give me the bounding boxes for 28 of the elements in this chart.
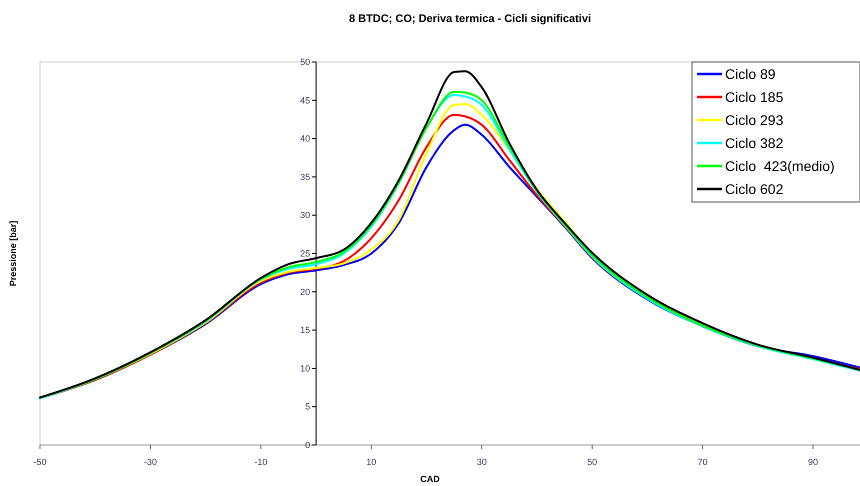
x-axis-title: CAD	[420, 474, 440, 484]
y-tick-label: 0	[305, 440, 310, 450]
y-tick-label: 50	[300, 57, 310, 67]
x-tick-label: -30	[144, 457, 157, 467]
legend-label: Ciclo 382	[725, 135, 784, 151]
y-axis-title: Pressione [bar]	[8, 220, 18, 286]
x-tick-label: -50	[33, 457, 47, 467]
x-tick-label: 10	[366, 457, 376, 467]
chart-title: 8 BTDC; CO; Deriva termica - Cicli significativi	[348, 13, 592, 25]
legend-label: Ciclo 423(medio)	[725, 158, 835, 174]
legend-label: Ciclo 185	[725, 89, 784, 105]
y-tick-label: 5	[305, 402, 310, 412]
x-tick-label: 50	[587, 457, 598, 467]
y-tick-label: 10	[300, 363, 310, 374]
y-tick-label: 45	[300, 95, 310, 106]
y-tick-label: 30	[300, 210, 310, 220]
y-tick-label: 15	[300, 325, 310, 336]
y-tick-label: 20	[300, 286, 310, 297]
legend-label: Ciclo 602	[725, 181, 784, 197]
x-tick-label: 30	[476, 457, 487, 467]
x-tick-label: 90	[808, 457, 818, 467]
y-tick-label: 25	[300, 248, 310, 258]
x-tick-label: 70	[698, 457, 708, 467]
y-tick-label: 40	[300, 134, 310, 144]
legend-label: Ciclo 293	[725, 112, 784, 128]
x-tick-label: -10	[254, 457, 268, 467]
legend-label: Ciclo 89	[725, 66, 776, 82]
y-tick-label: 35	[300, 172, 310, 182]
